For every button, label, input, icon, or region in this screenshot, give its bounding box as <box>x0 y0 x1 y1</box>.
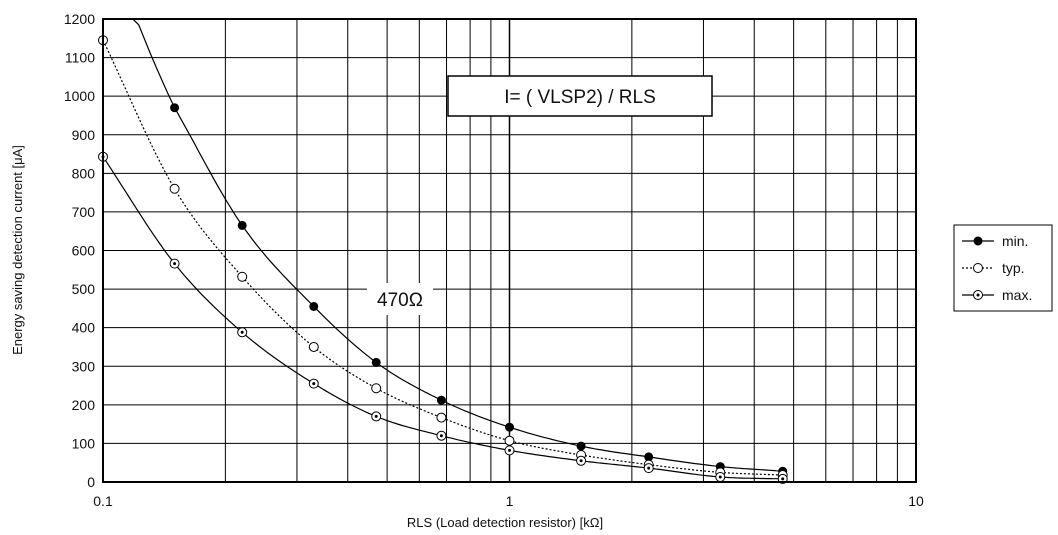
data-point-min <box>436 395 446 405</box>
data-point-min <box>576 441 586 451</box>
y-tick-label: 1000 <box>64 88 95 104</box>
data-point-typ <box>169 183 180 194</box>
y-tick-label: 500 <box>72 281 96 297</box>
data-point-typ <box>436 412 447 423</box>
data-point-typ <box>371 383 382 394</box>
x-tick-label: 10 <box>908 493 924 509</box>
y-tick-label: 0 <box>87 474 95 490</box>
legend: min. typ. max. <box>953 224 1053 312</box>
resistor-label: 470Ω <box>377 290 423 311</box>
data-point-max <box>308 378 319 389</box>
data-point-max <box>237 327 248 338</box>
data-point-max <box>436 430 447 441</box>
y-tick-label: 800 <box>72 165 96 181</box>
legend-label-max: max. <box>1002 287 1032 303</box>
legend-marker-max <box>973 290 983 300</box>
data-point-min <box>371 357 381 367</box>
data-point-max <box>715 471 726 482</box>
y-tick-label: 400 <box>72 320 96 336</box>
y-tick-label: 600 <box>72 243 96 259</box>
data-point-min <box>309 301 319 311</box>
data-point-min <box>237 220 247 230</box>
y-tick-label: 300 <box>72 358 96 374</box>
data-point-typ <box>237 271 248 282</box>
y-axis-title: Energy saving detection current [μA] <box>10 145 25 355</box>
x-tick-label: 0.1 <box>93 493 113 509</box>
y-tick-labels: 0 100 200 300 400 500 600 700 800 900 1000 1100 1200 <box>64 11 95 490</box>
legend-marker-typ <box>973 263 983 273</box>
y-tick-label: 700 <box>72 204 96 220</box>
data-point-max <box>169 258 180 269</box>
formula-annotation: I= ( VLSP2) / RLS <box>447 75 713 117</box>
data-point-typ <box>504 435 515 446</box>
x-axis-title: RLS (Load detection resistor) [kΩ] <box>407 515 603 530</box>
x-tick-labels: 0.1 1 10 <box>93 493 924 509</box>
legend-marker-min <box>973 236 983 246</box>
legend-label-typ: typ. <box>1002 260 1025 276</box>
data-point-typ <box>308 341 319 352</box>
data-point-max <box>371 411 382 422</box>
data-point-min <box>505 422 514 432</box>
x-tick-label: 1 <box>506 493 514 509</box>
y-tick-label: 1200 <box>64 11 95 27</box>
series-line-typ <box>102 39 783 476</box>
y-tick-label: 200 <box>72 397 96 413</box>
series-line-max <box>102 156 783 480</box>
resistor-label-box <box>367 283 433 315</box>
data-point-min <box>170 103 180 113</box>
formula-box <box>447 75 713 117</box>
y-tick-label: 1100 <box>65 50 95 66</box>
plot-frame <box>102 18 917 483</box>
data-point-max <box>576 455 587 466</box>
formula-text: I= ( VLSP2) / RLS <box>504 87 656 108</box>
legend-label-min: min. <box>1002 233 1028 249</box>
data-point-max <box>643 463 654 474</box>
data-point-max <box>504 445 515 456</box>
y-tick-label: 100 <box>72 435 96 451</box>
resistor-annotation: 470Ω <box>367 283 433 315</box>
y-tick-label: 900 <box>72 127 96 143</box>
